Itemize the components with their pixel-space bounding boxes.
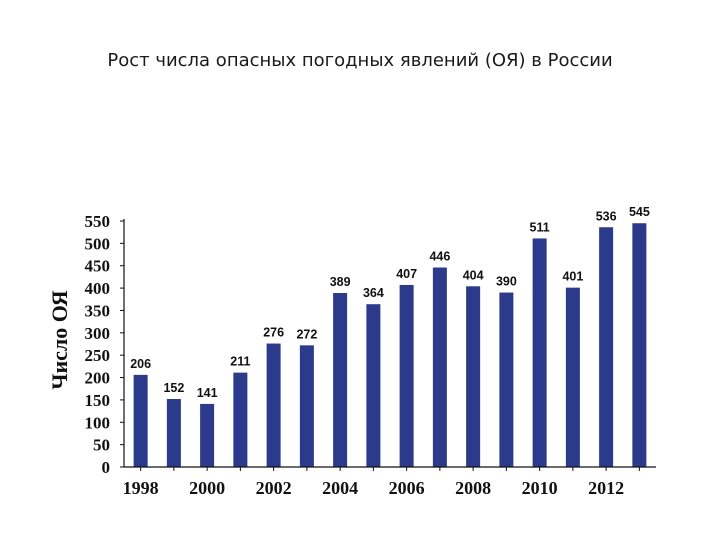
data-label-2000: 141 bbox=[197, 386, 218, 400]
data-label-2013: 545 bbox=[629, 205, 650, 219]
y-tick-label: 250 bbox=[85, 346, 111, 365]
data-label-2006: 407 bbox=[396, 267, 417, 281]
data-label-2002: 276 bbox=[263, 326, 284, 340]
page-title: Рост числа опасных погодных явлений (ОЯ)… bbox=[107, 50, 613, 71]
bar-2012 bbox=[599, 227, 614, 467]
data-label-2001: 211 bbox=[230, 355, 250, 369]
data-label-2012: 536 bbox=[596, 209, 617, 223]
bar-2013 bbox=[632, 223, 647, 467]
bar-2007 bbox=[432, 267, 447, 467]
bar-2004 bbox=[333, 293, 348, 467]
x-tick-label-2010: 2010 bbox=[522, 478, 558, 498]
data-label-1999: 152 bbox=[163, 381, 184, 395]
bar-2001 bbox=[233, 372, 248, 467]
y-tick-label: 550 bbox=[85, 212, 111, 231]
y-tick-label: 50 bbox=[93, 436, 110, 455]
x-tick-label-2000: 2000 bbox=[189, 478, 225, 498]
axes bbox=[123, 219, 656, 468]
bar-2008 bbox=[466, 286, 481, 467]
data-labels: 206 152 141 211 276 272 389 364 407 446 404 390 511 4… bbox=[130, 205, 650, 400]
bar-2002 bbox=[266, 343, 281, 467]
x-tick-label-2006: 2006 bbox=[389, 478, 425, 498]
y-axis-label: Число ОЯ bbox=[47, 290, 72, 389]
y-tick-label: 350 bbox=[85, 301, 111, 320]
data-label-2004: 389 bbox=[330, 275, 351, 289]
bar-2005 bbox=[366, 304, 381, 467]
data-label-2003: 272 bbox=[296, 327, 317, 341]
bar-2003 bbox=[299, 345, 314, 467]
bar-2011 bbox=[565, 287, 580, 467]
data-label-2005: 364 bbox=[363, 286, 384, 300]
bars bbox=[133, 223, 647, 467]
y-tick-label: 100 bbox=[85, 413, 111, 432]
y-axis-ticks: 0 50 100 150 200 250 300 350 400 450 500 550 bbox=[85, 212, 124, 477]
bar-1998 bbox=[133, 374, 148, 467]
y-tick-label: 150 bbox=[85, 391, 111, 410]
data-label-2009: 390 bbox=[496, 275, 517, 289]
x-tick-label-2008: 2008 bbox=[455, 478, 491, 498]
y-tick-label: 300 bbox=[85, 324, 111, 343]
x-axis-ticks: 1998 2000 2002 2004 2006 2008 2010 2012 bbox=[123, 467, 640, 498]
bar-2010 bbox=[532, 238, 547, 467]
bar-2006 bbox=[399, 284, 414, 467]
x-tick-label-2012: 2012 bbox=[588, 478, 624, 498]
y-tick-label: 500 bbox=[85, 234, 111, 253]
y-tick-label: 0 bbox=[102, 458, 111, 477]
bar-1999 bbox=[166, 399, 181, 467]
y-tick-label: 450 bbox=[85, 257, 111, 276]
y-tick-label: 400 bbox=[85, 279, 111, 298]
bar-2009 bbox=[499, 292, 514, 467]
data-label-1998: 206 bbox=[130, 357, 151, 371]
data-label-2010: 511 bbox=[530, 220, 550, 234]
x-tick-label-2002: 2002 bbox=[256, 478, 292, 498]
x-tick-label-1998: 1998 bbox=[123, 478, 159, 498]
y-tick-label: 200 bbox=[85, 369, 111, 388]
data-label-2007: 446 bbox=[429, 250, 450, 264]
data-label-2011: 401 bbox=[562, 270, 583, 284]
y-axis-label-group: Число ОЯ bbox=[47, 290, 72, 389]
x-tick-label-2004: 2004 bbox=[322, 478, 358, 498]
bar-2000 bbox=[200, 403, 215, 467]
data-label-2008: 404 bbox=[463, 268, 484, 282]
